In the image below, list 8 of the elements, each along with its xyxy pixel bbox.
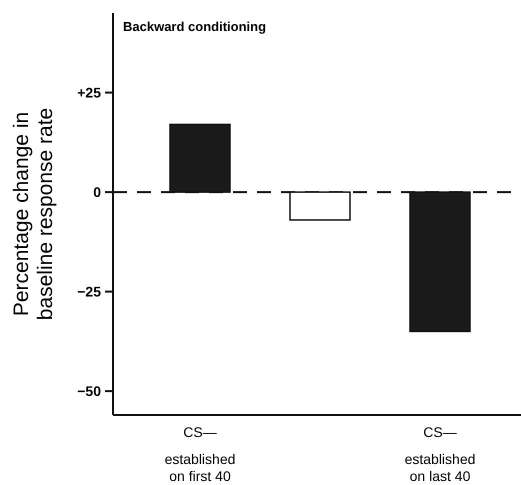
y-tick-label: 0 xyxy=(93,184,102,200)
x-tick-label: CS— established on first 40 xyxy=(164,424,236,484)
y-tick-label: +25 xyxy=(77,84,102,101)
y-tick-label: −25 xyxy=(77,284,102,300)
y-tick-label: −50 xyxy=(77,383,102,400)
text: Backward conditioning xyxy=(123,19,266,34)
y-axis-title: Percentage change in baseline response rate xyxy=(10,108,57,320)
x-tick-label: CS— established on last 40 xyxy=(404,424,476,484)
